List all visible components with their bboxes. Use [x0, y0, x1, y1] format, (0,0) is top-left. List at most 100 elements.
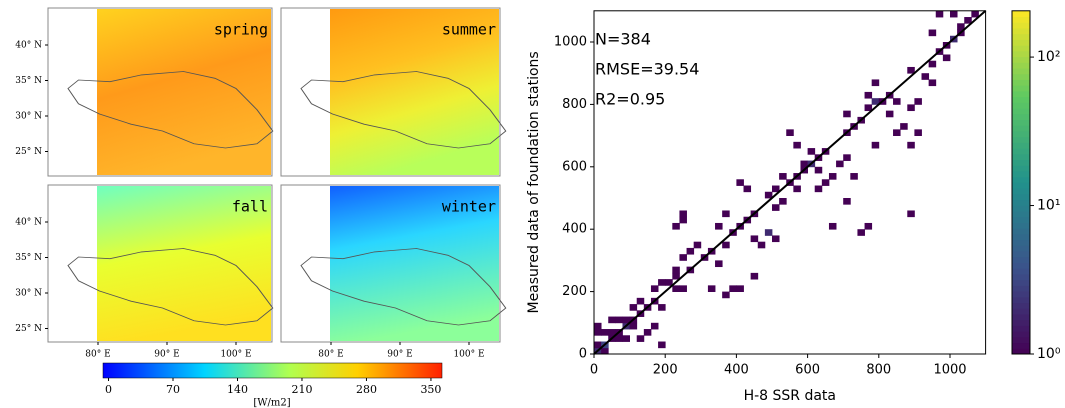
hist-cell: [971, 10, 979, 18]
x-tick-label: 400: [724, 363, 749, 378]
lat-tick-label: 40° N: [15, 41, 42, 51]
hist-cell: [864, 91, 873, 99]
colorbar-step: [1012, 296, 1030, 304]
hist-cell: [779, 173, 787, 180]
hist-cell: [864, 222, 873, 230]
colorbar-label: [W/m2]: [253, 398, 290, 408]
hist-cell: [914, 129, 922, 136]
fit-line: [593, 10, 987, 355]
colorbar-step: [1012, 79, 1030, 86]
colorbar-tick-label: 10¹: [1037, 198, 1060, 214]
hist-cell: [900, 123, 908, 130]
hist-cell: [764, 229, 773, 236]
hist-cell: [907, 210, 915, 218]
hist-cell: [679, 285, 687, 292]
hist-cell: [715, 222, 723, 230]
y-tick-label: 1000: [554, 35, 587, 50]
hist-cell: [601, 329, 609, 336]
lat-tick-label: 30° N: [15, 112, 42, 122]
hist-cell: [707, 285, 716, 292]
y-tick-label: 600: [562, 159, 587, 174]
hist-cell: [658, 304, 666, 311]
hist-cell: [594, 341, 602, 349]
hist-cell: [736, 179, 744, 186]
colorbar-tick-label: 350: [420, 383, 441, 396]
lat-tick-label: 35° N: [15, 76, 42, 86]
lat-tick-label: 25° N: [15, 324, 42, 334]
hist-cell: [615, 316, 623, 324]
hist-cell: [679, 254, 687, 261]
hist-cell: [907, 104, 915, 112]
hist-cell: [722, 241, 730, 249]
hist-cell: [828, 173, 837, 180]
colorbar-step: [1012, 336, 1030, 344]
panel-title: summer: [442, 21, 496, 39]
hist-cell: [772, 185, 780, 193]
colorbar-step: [1012, 50, 1030, 58]
hist-cell: [793, 185, 801, 193]
hist-cell: [750, 235, 759, 243]
colorbar-step: [1012, 228, 1030, 235]
y-tick-label: 200: [562, 284, 587, 299]
hist-cell: [715, 260, 723, 268]
hist-cell: [658, 279, 666, 286]
colorbar-tick-label: 210: [291, 383, 312, 396]
hist-cell: [608, 316, 616, 324]
hist-cell: [615, 335, 623, 342]
colorbar-step: [1012, 62, 1030, 69]
hist-cell: [608, 329, 616, 336]
map-field: [330, 9, 499, 175]
map-panels: spring 40° N 35° N 30° N 25° N summer fall 40° …: [15, 7, 507, 408]
colorbar-step: [1012, 188, 1030, 195]
colorbar-step: [1012, 319, 1030, 326]
hist-cell: [857, 229, 865, 236]
hist-cell: [772, 204, 780, 211]
colorbar-step: [1012, 245, 1030, 252]
colorbar-tick-label: 10⁰: [1037, 346, 1061, 362]
hist-cell: [814, 166, 823, 174]
hist-cell: [871, 98, 880, 105]
y-tick-label: 400: [562, 222, 587, 237]
plot-frame: [593, 10, 987, 355]
lon-tick-label: 80° E: [85, 350, 110, 360]
colorbar-step: [1012, 268, 1030, 275]
colorbar-step: [1012, 85, 1030, 92]
hist-cell: [907, 141, 915, 149]
colorbar-step: [1012, 56, 1030, 63]
lon-tick-label: 80° E: [318, 350, 343, 360]
colorbar-step: [1012, 193, 1030, 201]
lon-tick-label: 100° E: [220, 350, 251, 360]
hist-cell: [850, 173, 858, 180]
hist-cell: [750, 272, 759, 280]
hist-cell: [729, 285, 737, 292]
y-tick-label: 800: [562, 97, 587, 112]
colorbar-step: [1012, 251, 1030, 258]
map-panel: fall 40° N 35° N 30° N 25° N 80° E 90° E 100° E: [15, 184, 274, 360]
x-tick-label: 0: [590, 363, 598, 378]
y-tick-label: 0: [579, 347, 587, 362]
hist-cell: [636, 335, 645, 342]
hist-cell: [893, 98, 901, 105]
lat-tick-label: 35° N: [15, 253, 42, 263]
hist-cell: [836, 160, 844, 168]
colorbar-step: [1012, 256, 1030, 263]
hist-cell: [914, 98, 922, 105]
hist-cell: [672, 285, 680, 292]
lon-tick-label: 90° E: [154, 350, 179, 360]
x-tick-label: 1000: [933, 363, 966, 378]
lon-tick-label: 100° E: [453, 350, 484, 360]
hist-cell: [736, 285, 744, 292]
hist-cell: [772, 235, 780, 243]
colorbar-step: [1012, 45, 1030, 52]
colorbar-tick-label: 280: [356, 383, 377, 396]
hist-cell: [622, 335, 630, 342]
colorbar-step: [1012, 22, 1030, 29]
colorbar-step: [1012, 342, 1030, 349]
hist-cell: [793, 141, 801, 149]
lat-tick-label: 25° N: [15, 147, 42, 157]
panel-title: winter: [442, 198, 496, 216]
colorbar-step: [1012, 39, 1030, 46]
colorbar-step: [1012, 182, 1030, 189]
colorbar-step: [1012, 16, 1030, 23]
colorbar-frame: [1011, 10, 1031, 355]
